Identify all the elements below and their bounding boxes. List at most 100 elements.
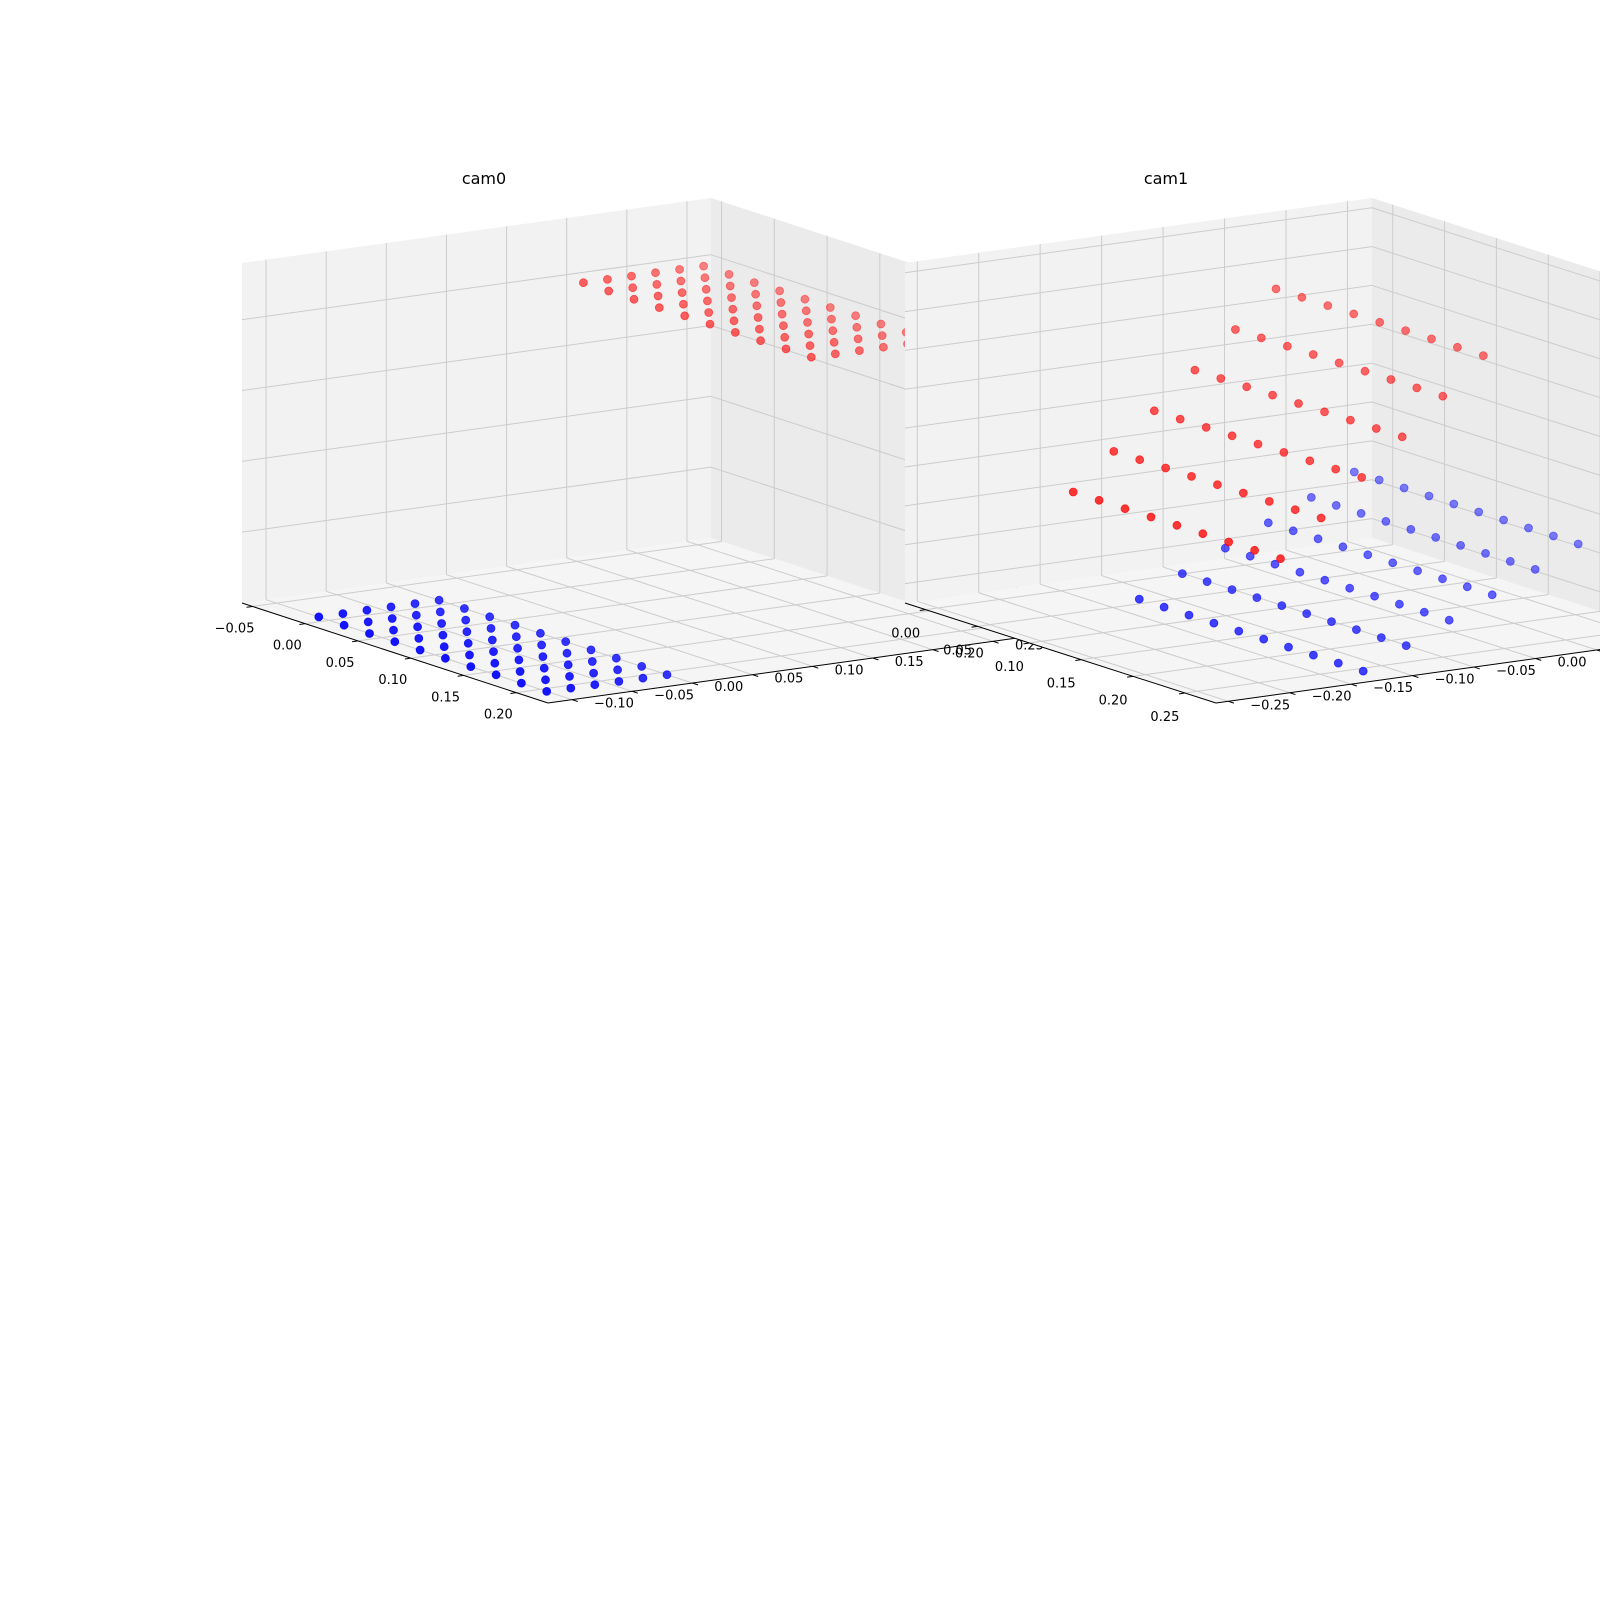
scatter-point (827, 314, 836, 324)
scatter-point (1120, 504, 1130, 514)
scatter-point (1172, 520, 1182, 530)
scatter-point (1159, 602, 1169, 612)
scatter-point (675, 264, 684, 274)
scatter-point (1209, 618, 1219, 628)
x-tick-mark (246, 605, 253, 608)
scatter-point (1250, 545, 1259, 555)
z-grid-line (904, 323, 1373, 390)
scatter-point (1397, 432, 1407, 442)
scatter-point (651, 268, 660, 278)
scatter-point (1386, 375, 1396, 384)
y-tick-mark (692, 682, 699, 686)
scatter-point (825, 303, 835, 312)
x-axis-line (904, 602, 1217, 704)
y-grid-line (566, 557, 873, 659)
y-grid-line (1347, 540, 1600, 624)
scatter-point (1478, 351, 1488, 361)
scatter-point (879, 342, 888, 352)
scatter-point (1290, 505, 1300, 515)
x-axis-line (241, 602, 549, 704)
y-tick-label: −0.25 (1250, 698, 1290, 713)
x-tick-mark (352, 640, 359, 643)
scatter-point (1256, 333, 1266, 343)
scatter-point (776, 298, 786, 307)
scatter-point (1284, 642, 1293, 652)
scatter-point (413, 622, 423, 632)
scatter-point (490, 658, 500, 668)
z-grid-line (904, 479, 1373, 546)
x-grid-line (358, 575, 828, 642)
scatter-point (1406, 525, 1416, 534)
scatter-point (1135, 455, 1145, 465)
scatter-point (1306, 492, 1316, 502)
scatter-point (1308, 350, 1318, 359)
x-tick-label: 0.00 (891, 627, 920, 642)
scatter-point (565, 672, 574, 681)
x-tick-mark (510, 692, 517, 694)
scatter-point (440, 653, 450, 663)
scatter-point (1216, 374, 1226, 383)
y-tick-mark (752, 674, 759, 678)
scatter-point (1109, 446, 1119, 456)
scatter-point (775, 286, 784, 296)
scatter-point (314, 612, 324, 622)
y-tick-label: −0.20 (1312, 690, 1352, 705)
z-grid-line (1371, 401, 1600, 476)
scatter-point (387, 614, 397, 623)
y-grid-line (1224, 558, 1536, 660)
scatter-point (1346, 415, 1355, 425)
x-grid-line (252, 540, 722, 607)
z-grid-line (904, 362, 1373, 429)
y-tick-mark (632, 690, 639, 694)
z-grid-line (904, 401, 1373, 468)
y-tick-mark (1535, 658, 1542, 661)
y-grid-line (626, 549, 933, 651)
scatter-point (677, 288, 687, 298)
scatter-point (1438, 574, 1447, 584)
y-tick-mark (1228, 700, 1235, 704)
scatter-point (680, 311, 690, 321)
scatter-point (752, 301, 762, 311)
scatter-point (1356, 509, 1366, 518)
y-tick-label: 0.15 (895, 655, 924, 670)
y-grid-line (1285, 549, 1598, 651)
scatter-point (1331, 464, 1341, 474)
left-pane (905, 198, 1372, 603)
scatter-point (729, 316, 739, 326)
scatter-point (1349, 309, 1359, 319)
scatter-point (1224, 537, 1234, 547)
z-grid-line (904, 440, 1373, 507)
scatter-point (829, 337, 839, 347)
scatter-point (437, 619, 447, 628)
scatter-point (852, 322, 862, 332)
y-tick-mark (992, 640, 999, 644)
x-tick-mark (1023, 642, 1030, 645)
y-tick-mark (1289, 692, 1296, 696)
scatter-point (604, 286, 614, 296)
scatter-point (1438, 391, 1448, 401)
scatter-point (1419, 607, 1429, 617)
scatter-point (513, 643, 522, 653)
scatter-point (562, 648, 572, 658)
scatter-point (1270, 559, 1280, 569)
scatter-point (1175, 414, 1185, 424)
scatter-point (411, 610, 421, 620)
scatter-point (485, 612, 495, 622)
y-tick-label: 0.00 (714, 680, 743, 695)
scatter-point (699, 261, 708, 271)
x-tick-label: 0.15 (431, 690, 460, 705)
scatter-point (1234, 626, 1244, 636)
scatter-point (780, 332, 790, 342)
scatter-point (801, 306, 811, 316)
scatter-point (1253, 439, 1263, 449)
scatter-point (1499, 515, 1508, 525)
scatter-point (487, 635, 497, 645)
scatter-point (541, 675, 550, 685)
scatter-point (855, 346, 864, 356)
scatter-point (1094, 495, 1104, 505)
y-axis-line (547, 637, 1018, 704)
scatter-point (1242, 382, 1252, 392)
x-grid-line (1184, 634, 1600, 694)
scatter-point (703, 296, 712, 306)
x-tick-label: 0.25 (1150, 710, 1179, 725)
